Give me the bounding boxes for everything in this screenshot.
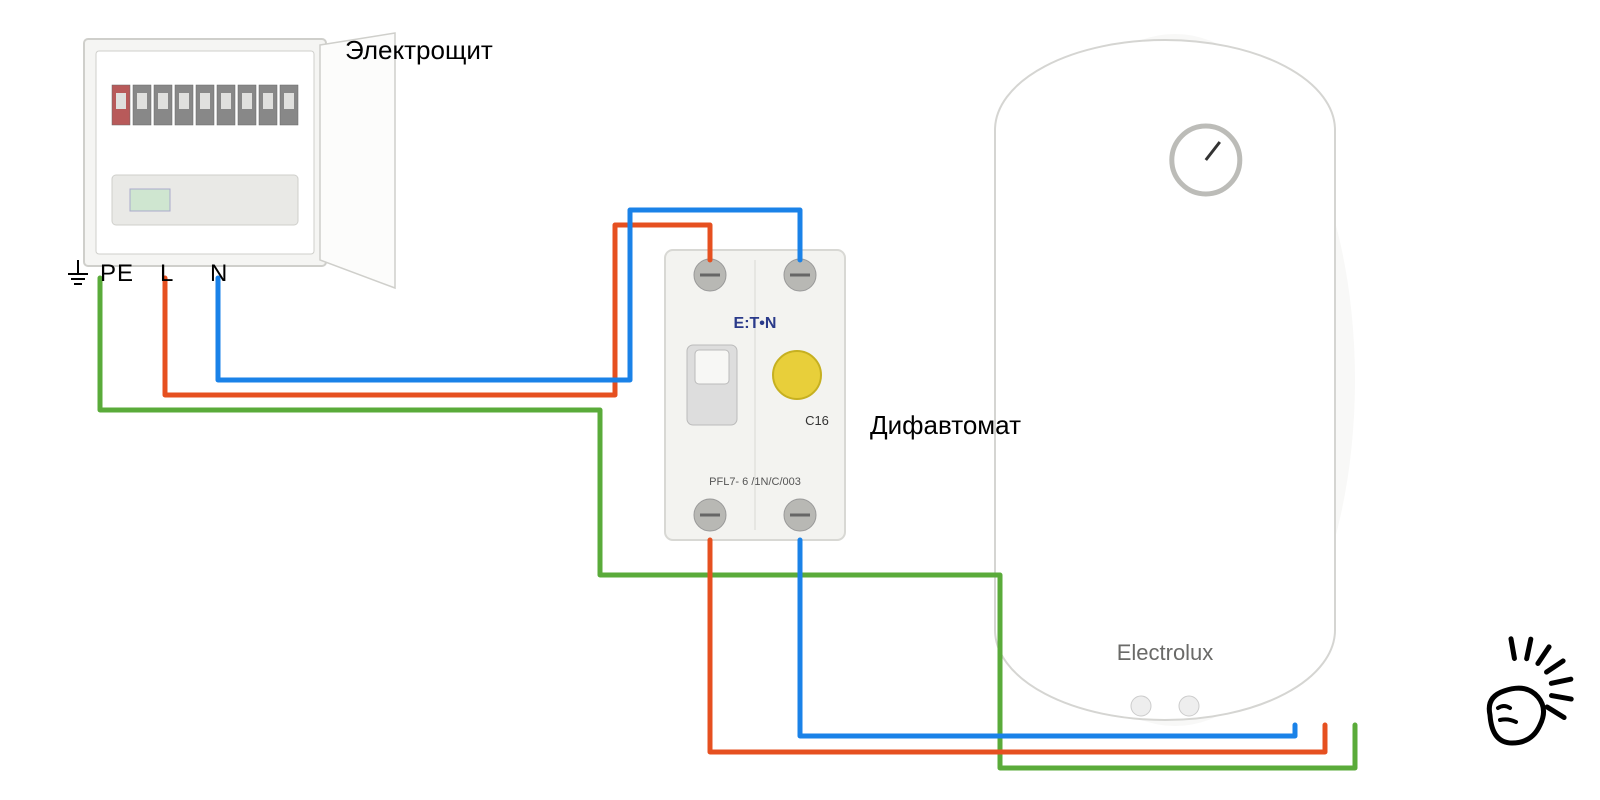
terminal-n-label: N bbox=[210, 260, 227, 288]
logo-icon bbox=[1489, 639, 1571, 743]
rcbo-label: Дифавтомат bbox=[870, 410, 1021, 441]
rcbo-model: PFL7- 6 /1N/C/003 bbox=[709, 476, 801, 488]
electrical-panel bbox=[84, 33, 395, 288]
rcbo-brand: E:T•N bbox=[734, 315, 777, 332]
panel-label: Электрощит bbox=[345, 35, 493, 66]
terminal-pe-label: PE bbox=[100, 260, 134, 288]
panel-door bbox=[320, 33, 395, 288]
terminal-l-label: L bbox=[160, 260, 173, 288]
rcbo-test-button[interactable] bbox=[773, 351, 821, 399]
boiler-brand: Electrolux bbox=[1117, 640, 1214, 665]
water-heater: Electrolux bbox=[995, 34, 1355, 726]
rcbo-spec: C16 bbox=[805, 413, 829, 428]
rcbo-device: E:T•N C16 PFL7- 6 /1N/C/003 bbox=[665, 250, 845, 540]
